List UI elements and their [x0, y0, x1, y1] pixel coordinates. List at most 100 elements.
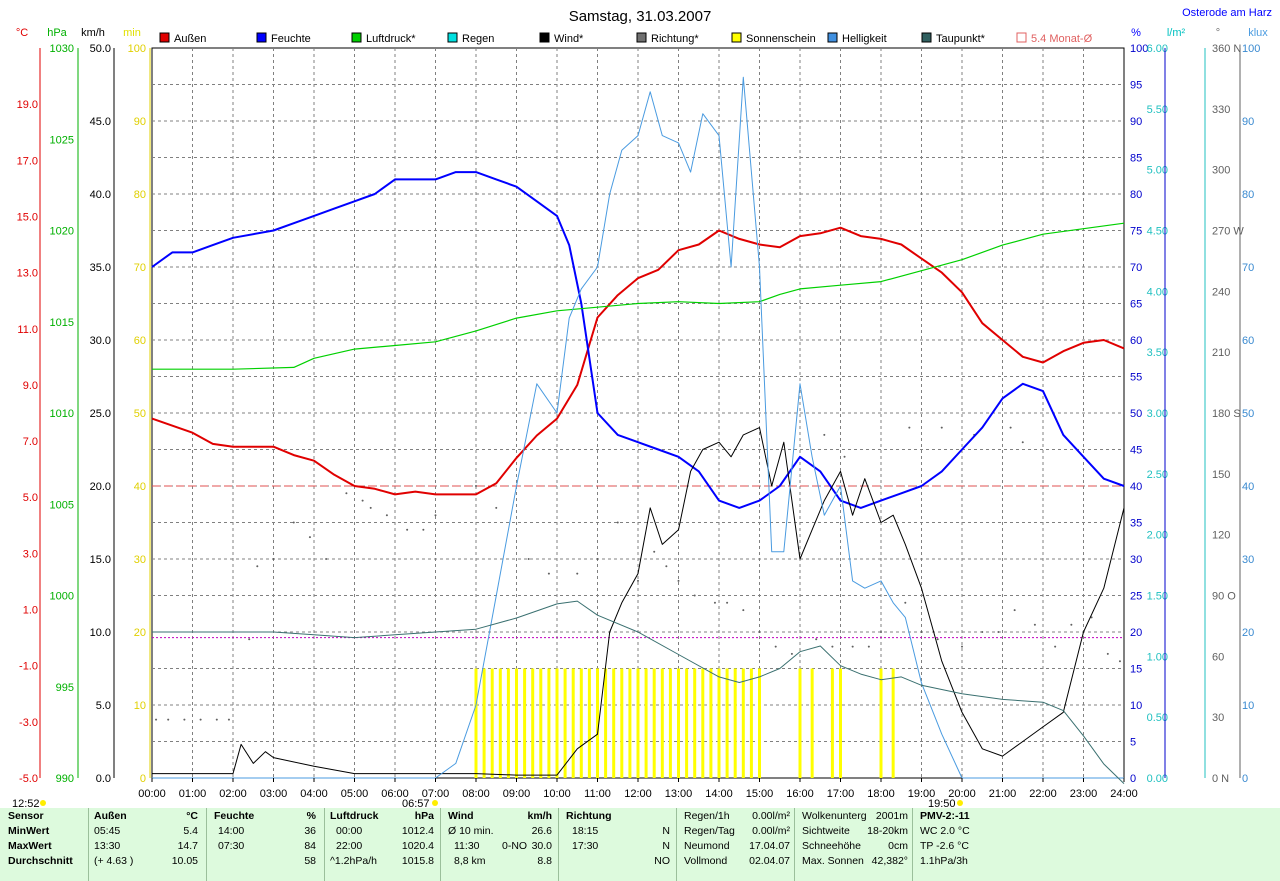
direction-dot-2: [183, 718, 186, 721]
direction-dot-20: [495, 506, 498, 509]
series-lines: [151, 76, 1125, 784]
wind-max-time: 11:30: [454, 840, 480, 852]
legend-swatch-2: [351, 32, 362, 43]
lux-tick-8: 20: [1242, 627, 1254, 639]
wind-tick-5: 25.0: [90, 408, 111, 420]
time-tick-7: 07:00: [422, 788, 450, 800]
legend-swatch-0: [159, 32, 170, 43]
minutes-tick-1: 90: [134, 116, 146, 128]
wind-tick-2: 40.0: [90, 189, 111, 201]
sunshine-bar-23: [660, 668, 664, 778]
direction-dot-28: [665, 565, 668, 568]
feuchte-min-value: 36: [304, 825, 316, 837]
direction-dot-35: [774, 645, 777, 648]
sunshine-bar-28: [701, 668, 705, 778]
direction-dot-0: [155, 718, 158, 721]
pressure-tick-4: 1010: [50, 408, 74, 420]
direction-dot-25: [616, 521, 619, 524]
direction-dot-4: [215, 718, 218, 721]
direction-dot-1: [167, 718, 170, 721]
wind-tick-1: 45.0: [90, 116, 111, 128]
sunshine-bars: [474, 668, 895, 778]
pressure-tick-7: 995: [56, 682, 74, 694]
minutes-tick-9: 10: [134, 700, 146, 712]
time-tick-6: 06:00: [381, 788, 409, 800]
sichtweite-label: Sichtweite: [802, 825, 850, 837]
sunshine-bar-11: [563, 668, 567, 778]
humidity-tick-18: 10: [1130, 700, 1142, 712]
direction-dot-46: [981, 631, 984, 633]
wind-tick-3: 35.0: [90, 262, 111, 274]
direction-tick-7: 150: [1212, 469, 1230, 481]
sunshine-bar-10: [555, 668, 559, 778]
legend-swatch-4: [539, 32, 550, 43]
direction-tick-9: 90 O: [1212, 591, 1236, 603]
location-link[interactable]: Osterode am Harz: [1182, 7, 1272, 19]
time-tick-16: 16:00: [786, 788, 814, 800]
axis-unit-labels: °C hPa km/h min % l/m² ° klux: [16, 27, 1268, 39]
minutes-unit: min: [123, 27, 141, 39]
legend-label-3: Regen: [462, 33, 494, 45]
temp-tick-7: 5.0: [23, 492, 38, 504]
direction-dot-49: [1033, 623, 1036, 626]
feuchte-max-time: 07:30: [218, 840, 245, 852]
direction-dot-9: [292, 521, 295, 524]
humidity-unit: %: [1131, 27, 1141, 39]
direction-dot-7: [256, 565, 259, 568]
sunshine-bar-18: [620, 668, 624, 778]
sichtweite-value: 18-20km: [867, 825, 908, 837]
pmv-header: PMV-2:-11: [920, 810, 970, 822]
aussen-max-value: 14.7: [177, 840, 198, 852]
max-sonnen-value: 42,382°: [871, 855, 908, 867]
direction-dot-40: [867, 645, 870, 648]
humidity-tick-12: 40: [1130, 481, 1142, 493]
minutes-tick-3: 70: [134, 262, 146, 274]
temp-tick-10: -1.0: [19, 661, 38, 673]
luftdruck-max-time: 22:00: [336, 840, 363, 852]
sunshine-bar-40: [879, 668, 883, 778]
direction-dot-37: [815, 638, 818, 641]
sunshine-bar-24: [668, 668, 672, 778]
sunshine-bar-7: [531, 668, 535, 778]
sunset-marker: [957, 800, 963, 806]
sunrise-time: 06:57: [402, 798, 430, 808]
rain-tick-6: 3.00: [1147, 408, 1168, 420]
schneehoehe-value: 0cm: [888, 840, 908, 852]
pressure-tick-0: 1030: [50, 43, 74, 55]
direction-dot-29: [677, 579, 680, 582]
neumond-label: Neumond: [684, 840, 730, 852]
direction-unit: °: [1216, 27, 1220, 39]
legend-label-0: Außen: [174, 33, 206, 45]
wind-tick-6: 20.0: [90, 481, 111, 493]
row-min-label: MinWert: [8, 825, 50, 837]
time-tick-23: 23:00: [1070, 788, 1098, 800]
lux-tick-2: 80: [1242, 189, 1254, 201]
direction-dot-18: [434, 514, 437, 517]
time-tick-5: 05:00: [341, 788, 369, 800]
aussen-column: Außen °C 05:45 5.4 13:30 14.7 (+ 4.63 ) 10.0…: [88, 808, 207, 881]
wind-tick-8: 10.0: [90, 627, 111, 639]
direction-tick-0: 360 N: [1212, 43, 1241, 55]
humidity-tick-7: 65: [1130, 299, 1142, 311]
direction-dot-19: [475, 485, 477, 487]
series-line-2: [152, 222, 1125, 370]
direction-dot-21: [527, 558, 530, 560]
temp-tick-3: 13.0: [17, 268, 38, 280]
moon-marker: [40, 800, 46, 806]
direction-tick-2: 300: [1212, 165, 1230, 177]
wind-max-value: 30.0: [531, 840, 552, 852]
wind-unit: km/h: [527, 810, 552, 822]
lux-tick-9: 10: [1242, 700, 1254, 712]
lux-tick-7: 30: [1242, 554, 1254, 566]
minutes-tick-10: 0: [140, 773, 146, 785]
sun-times: 12:52 06:57 19:50: [12, 798, 963, 808]
sunshine-bar-33: [741, 668, 745, 778]
legend-swatch-3: [447, 32, 458, 43]
direction-tick-8: 120: [1212, 530, 1230, 542]
time-tick-12: 12:00: [624, 788, 652, 800]
time-tick-14: 14:00: [705, 788, 733, 800]
wind-max-dir: 0-NO: [502, 840, 528, 852]
wind-column: Wind km/h Ø 10 min. 26.6 11:30 0-NO 30.0 8,8…: [440, 808, 559, 881]
luftdruck-unit: hPa: [414, 810, 434, 822]
direction-dot-31: [713, 601, 716, 604]
